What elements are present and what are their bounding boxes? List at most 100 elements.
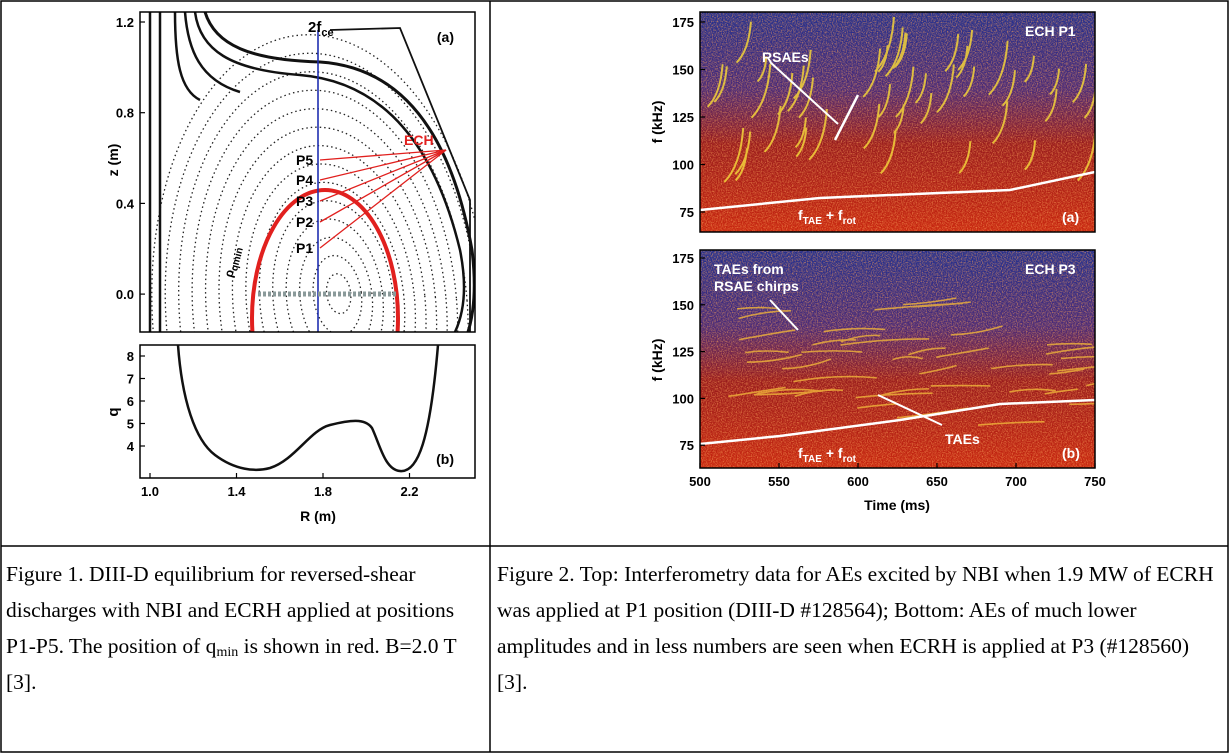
chirp [957,29,974,71]
flux-surface [191,89,459,332]
chirp [1001,70,1016,107]
qmin-sub: qmin [229,246,246,272]
chirp [962,66,976,98]
line-label-part: rot [843,216,857,227]
flux-surface [164,52,475,332]
mode-trace [756,388,823,395]
y-tick-label: 150 [672,298,694,313]
beam-label-sub: ce [321,27,333,39]
chirp [1024,55,1035,83]
chirp [1024,140,1037,171]
chirp [706,64,724,108]
position-label: P3 [296,193,313,209]
chirp [1072,64,1088,103]
q-profile [176,344,440,473]
flux-surface [204,108,448,332]
mode-trace [977,420,1045,426]
chirp [750,64,772,119]
beam-label: 2fce [308,19,334,39]
chirp [988,40,1009,96]
x-tick-label: 1.4 [227,484,246,499]
flux-surface [245,163,417,332]
x-tick-label: 1.8 [314,484,332,499]
chirp [879,130,897,175]
panel-label: (b) [436,451,454,467]
mode-trace [782,358,832,370]
flux-surface [151,34,475,332]
caption: Figure 1. DIII-D equilibrium for reverse… [6,556,484,700]
mode-trace [728,386,786,398]
line-label-part: rot [843,454,857,465]
mode-trace [1044,388,1078,395]
chirp [795,127,808,158]
y-tick-label: 175 [672,15,694,30]
chirp [735,21,752,64]
chirp [884,27,904,77]
x-tick-label: 750 [1084,474,1106,489]
line-label-part: f [798,445,803,461]
chirp [1044,89,1058,122]
ech-ray [319,149,447,223]
mode-trace [793,375,877,383]
y-tick-label: 5 [127,417,134,432]
flux-surface [285,218,384,332]
flux-surface [178,71,469,332]
chirp [877,84,892,118]
y-axis-label: f (kHz) [649,339,665,382]
mode-trace [753,388,836,396]
line-label: fTAE + frot [798,207,857,227]
figure1-panel-b: 8 7 6 5 4 1.0 1.4 1.8 2.2 q (b) R (m) [105,344,476,524]
qmin-label: ρqmin [221,245,246,280]
flux-surface [312,254,363,332]
figure2-panel-b: ECH P3 TAEs from RSAE chirps TAEs (b) fT… [649,249,1106,513]
x-axis-label: R (m) [300,508,336,524]
y-tick-label: 100 [672,158,694,173]
chirp [713,66,728,103]
mode-trace [855,392,933,399]
figure1-panel-a: 1.2 0.8 0.4 0.0 z (m) (a) 2fce ECH P5 P4 P3 P2… [105,11,476,333]
chirp [914,73,927,104]
line-label-part: TAE [803,454,823,465]
mode-trace [736,306,779,310]
annotation: TAEs [945,431,980,447]
x-tick-label: 700 [1005,474,1027,489]
mode-trace [812,339,857,346]
flux-surface [298,236,374,332]
mode-trace [738,329,796,341]
y-tick-label: 175 [672,251,694,266]
annotation: TAEs from [714,261,784,277]
y-axis-label: f (kHz) [649,101,665,144]
x-tick-label: 550 [768,474,790,489]
mode-trace [823,327,886,333]
chirp [958,141,972,174]
chirp [723,127,745,183]
mode-trace [919,364,957,375]
y-tick-label: 150 [672,63,694,78]
chirp [936,64,955,113]
x-tick-label: 650 [926,474,948,489]
chirp [792,49,812,100]
caption-text: Figure 1. DIII-D equilibrium for reverse… [6,562,455,658]
y-tick-label: 0.4 [116,196,135,211]
chirp [955,45,969,79]
y-tick-label: 4 [127,439,135,454]
chirp [1049,68,1061,96]
chirp [874,16,895,73]
chirp [1077,129,1095,182]
y-tick-label: 1.2 [116,15,134,30]
line-label-part: TAE [803,216,823,227]
mode-trace [951,325,1003,336]
ech-ray [319,149,447,161]
chirp [756,56,768,83]
chirp [992,101,1009,144]
caption: Figure 2. Top: Interferometry data for A… [497,562,1214,694]
annotation: RSAE chirps [714,278,799,294]
mode-trace [1057,366,1095,372]
position-label: P4 [296,172,313,188]
position-label: P5 [296,152,313,168]
panel-label: (a) [437,29,454,45]
position-label: P2 [296,214,313,230]
chirp [892,32,907,70]
